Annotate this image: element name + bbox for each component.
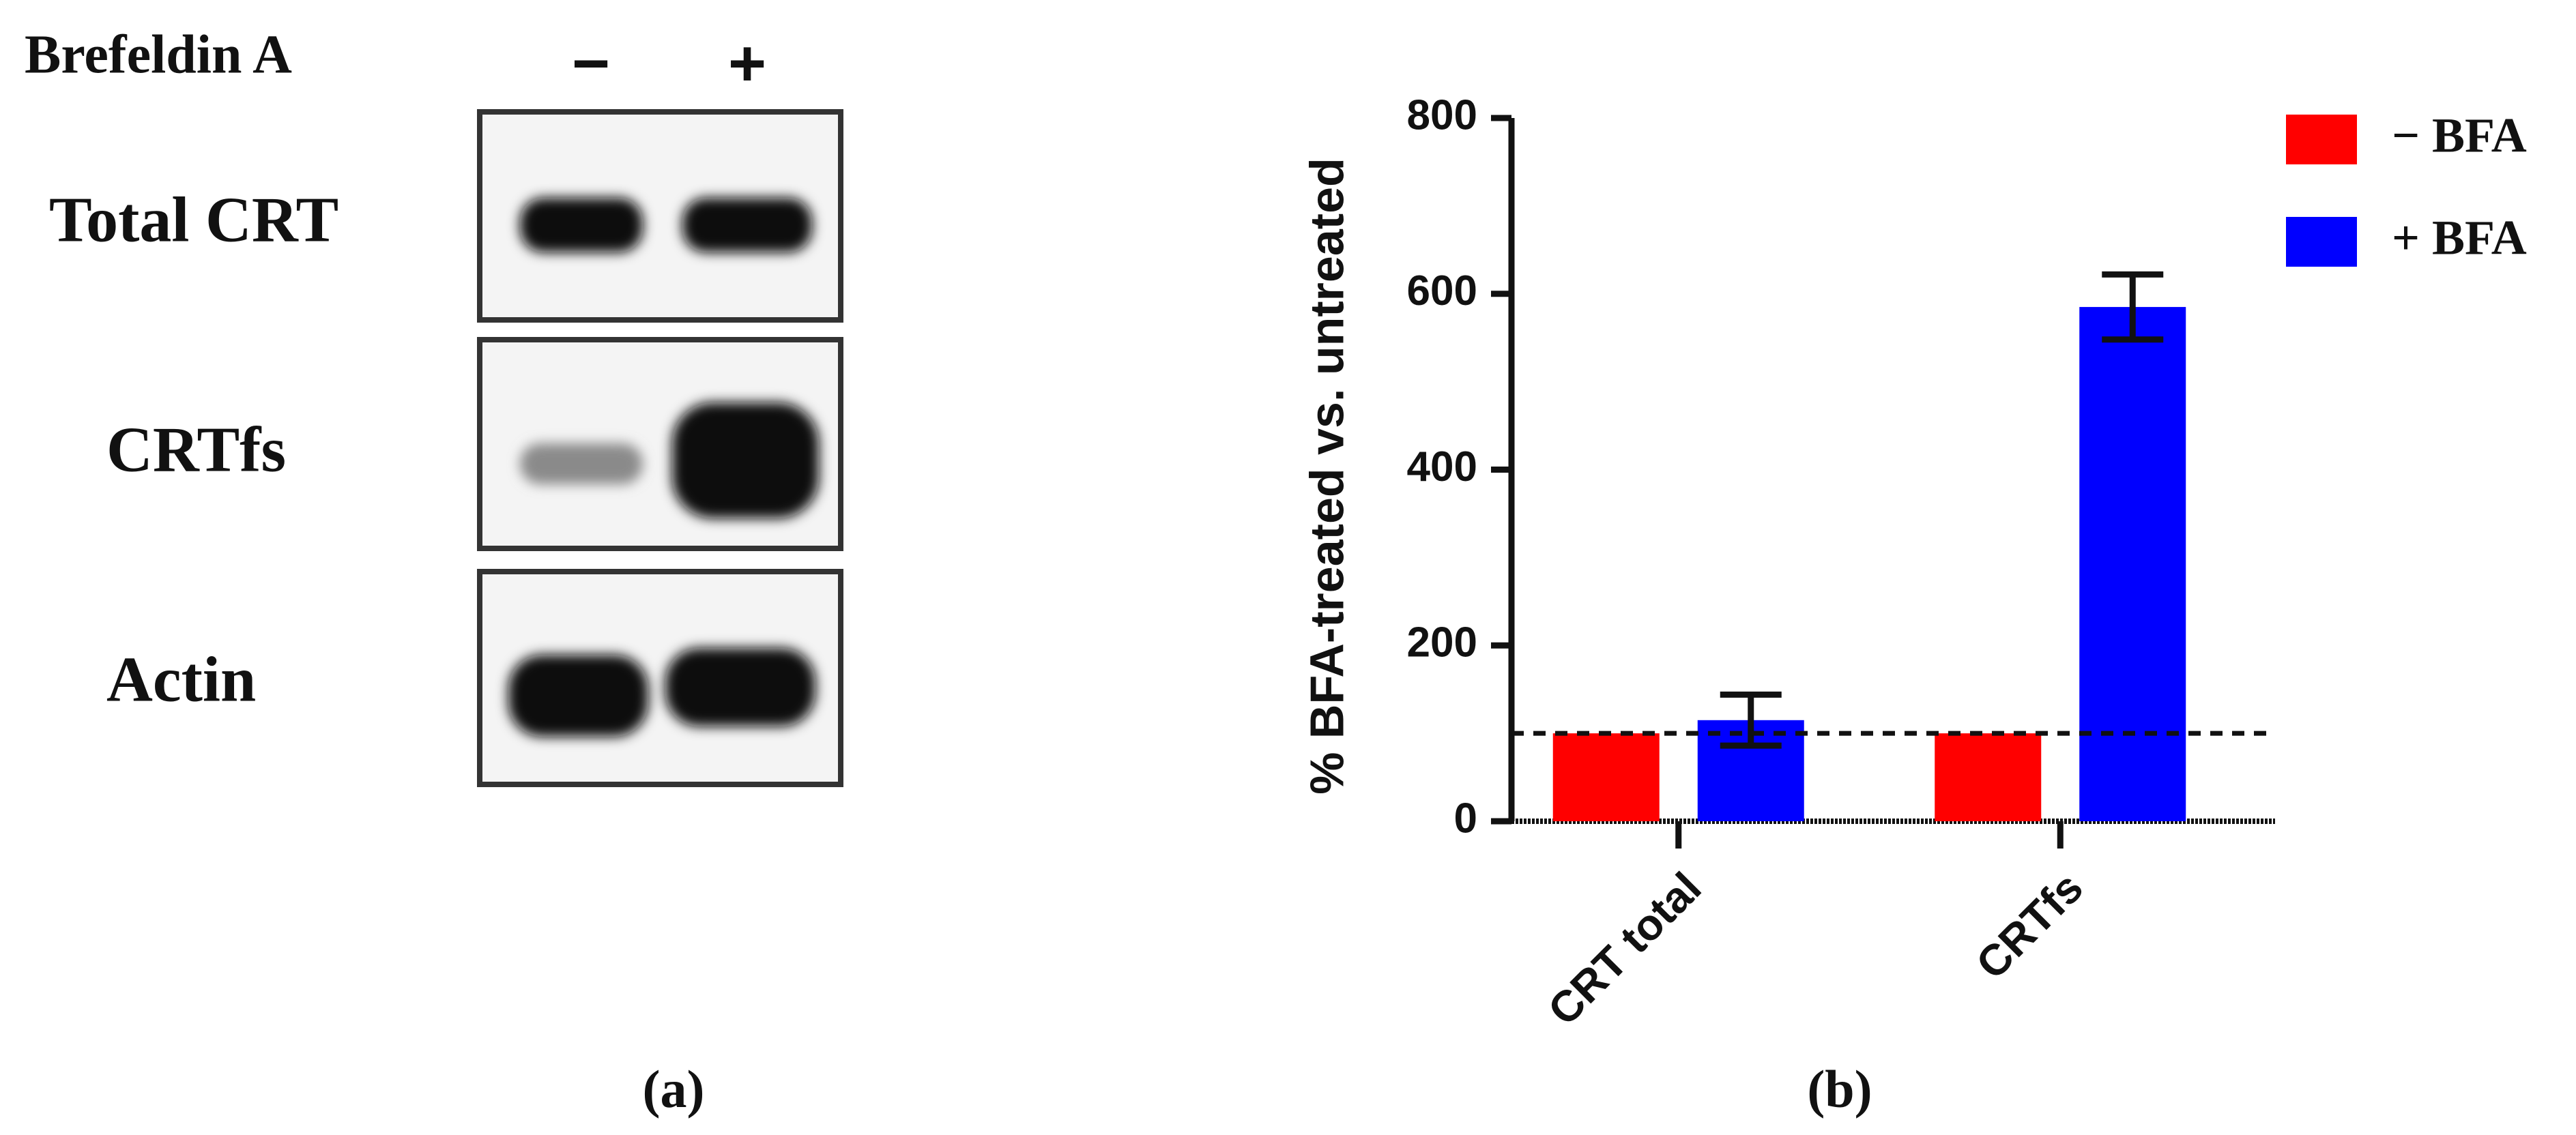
y-tick-label: 600 (1407, 267, 1477, 314)
legend-swatch (2286, 217, 2357, 267)
legend-label: + BFA (2392, 211, 2527, 265)
band (520, 443, 643, 484)
y-tick-label: 0 (1454, 795, 1477, 842)
bar (1935, 733, 2042, 821)
band (508, 655, 648, 737)
row-label: Actin (106, 645, 256, 716)
y-tick-label: 400 (1407, 443, 1477, 490)
row-label: Total CRT (49, 185, 338, 256)
error-bar (1720, 691, 1782, 749)
bar (1552, 733, 1660, 821)
error-bar (2102, 271, 2164, 343)
bar (2079, 307, 2186, 821)
lane-label: + (728, 27, 766, 100)
legend-label: − BFA (2392, 108, 2527, 163)
legend-swatch (2286, 115, 2357, 164)
band (682, 198, 812, 252)
y-axis-label: % BFA-treated vs. untreated (1300, 158, 1353, 795)
band (672, 402, 819, 518)
y-tick-label: 800 (1407, 91, 1477, 138)
x-tick-label: CRT total (1539, 863, 1711, 1035)
band (520, 198, 643, 252)
lane-label: − (572, 27, 610, 100)
panel-caption: (a) (643, 1059, 705, 1119)
panel-caption: (b) (1807, 1059, 1872, 1119)
bands (508, 198, 819, 737)
blot-header: Brefeldin A (25, 25, 292, 85)
blot-panel: Brefeldin A − + Total CRT CRTfs Actin (a… (25, 25, 843, 1119)
band (665, 648, 815, 726)
x-tick-label: CRTfs (1967, 863, 2092, 988)
row-label: CRTfs (106, 415, 286, 486)
y-tick-label: 200 (1407, 619, 1477, 666)
